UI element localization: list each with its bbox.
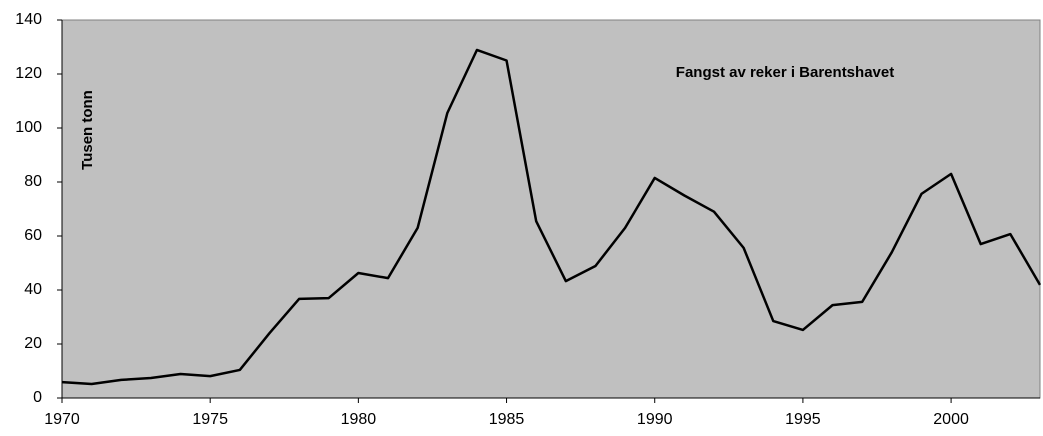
data-line bbox=[61, 48, 1042, 386]
x-tick-label: 1995 bbox=[785, 411, 821, 428]
y-tick-label: 140 bbox=[15, 11, 42, 28]
chart-title: Fangst av reker i Barentshavet bbox=[676, 64, 894, 81]
x-tick-label: 1980 bbox=[341, 411, 377, 428]
y-tick-label: 120 bbox=[15, 65, 42, 82]
y-tick-label: 40 bbox=[24, 281, 42, 298]
x-tick-label: 1970 bbox=[44, 411, 80, 428]
y-tick-label: 80 bbox=[24, 173, 42, 190]
x-tick-label: 1975 bbox=[192, 411, 228, 428]
y-tick-label: 100 bbox=[15, 119, 42, 136]
y-tick-label: 0 bbox=[33, 389, 42, 406]
x-tick-label: 2000 bbox=[933, 411, 969, 428]
x-tick-label: 1985 bbox=[489, 411, 525, 428]
plot-area bbox=[61, 19, 1041, 399]
y-tick-label: 20 bbox=[24, 335, 42, 352]
x-tick-label: 1990 bbox=[637, 411, 673, 428]
y-axis-label: Tusen tonn bbox=[79, 90, 96, 170]
y-tick-label: 60 bbox=[24, 227, 42, 244]
